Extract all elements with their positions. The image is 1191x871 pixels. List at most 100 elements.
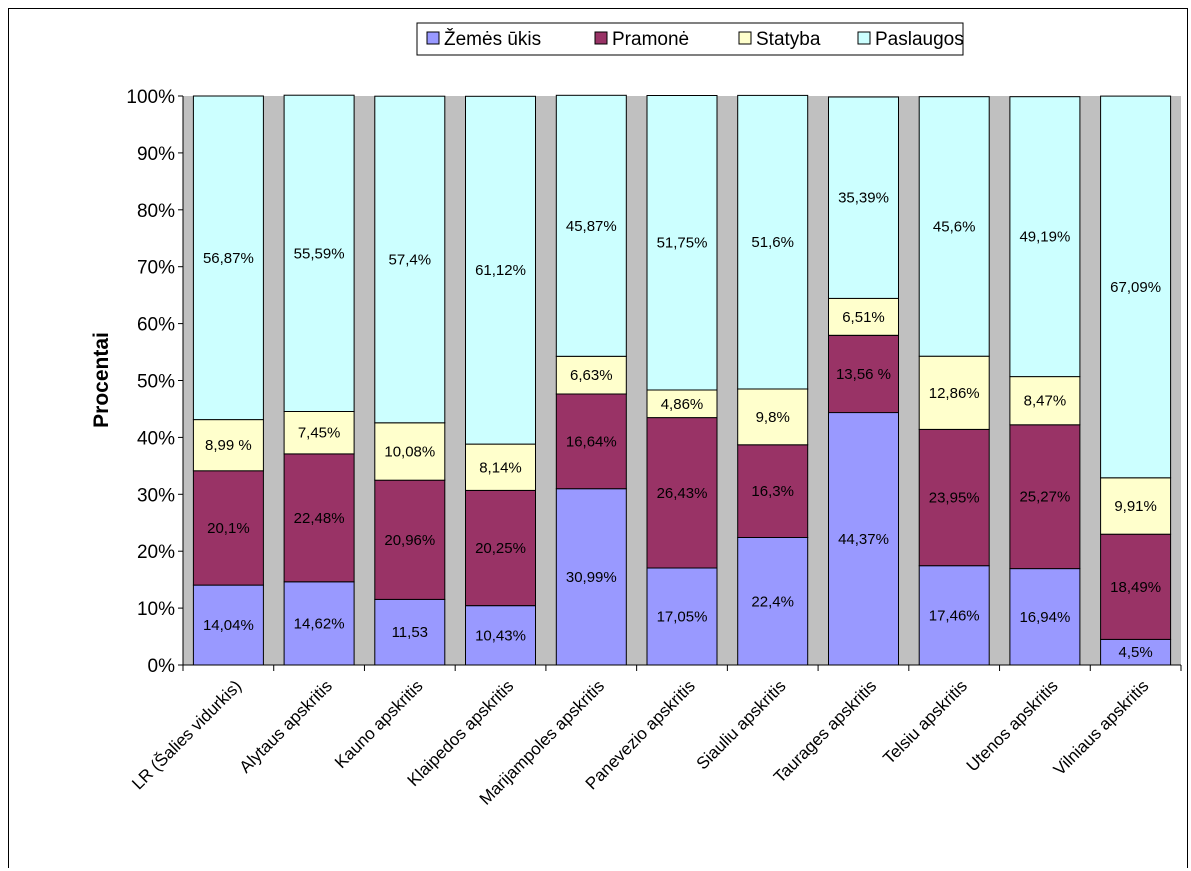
bar-segment	[555, 488, 627, 666]
category-label: Alytaus apskritis	[236, 676, 336, 776]
bar-segment	[374, 479, 446, 600]
bar-segment	[1100, 533, 1172, 640]
legend-label: Paslaugos	[875, 29, 964, 50]
bar-segment	[465, 489, 536, 607]
data-label: 6,51%	[842, 309, 885, 326]
data-label: 51,75%	[657, 235, 708, 252]
bar-segment	[1100, 638, 1172, 666]
bar-segment	[737, 537, 809, 666]
bar-segment	[283, 411, 355, 455]
data-label: 4,86%	[661, 396, 704, 413]
bar-segment	[1100, 477, 1172, 535]
legend: Žemės ūkis Pramonė Statyba Paslaugos	[416, 22, 964, 56]
category-label: Taurages apskritis	[770, 676, 880, 786]
bar-segment	[646, 567, 718, 666]
y-tick-label: 100%	[126, 87, 175, 108]
data-label: 12,86%	[929, 385, 980, 402]
data-label: 45,87%	[566, 218, 617, 235]
data-label: 18,49%	[1110, 579, 1161, 596]
data-label: 8,14%	[479, 459, 522, 476]
data-label: 9,8%	[756, 409, 790, 426]
data-label: 4,5%	[1118, 644, 1152, 661]
bar-segment	[646, 389, 718, 419]
data-label: 26,43%	[657, 485, 708, 502]
legend-swatch	[594, 31, 608, 45]
data-label: 61,12%	[475, 262, 526, 279]
y-axis-title: Procentai	[90, 332, 113, 428]
bar-segment	[465, 95, 536, 445]
bar-segment	[1009, 96, 1081, 378]
bar-segment	[192, 95, 264, 421]
data-label: 9,91%	[1114, 498, 1157, 515]
data-label: 30,99%	[566, 569, 617, 586]
data-label: 56,87%	[203, 250, 254, 267]
data-label: 57,4%	[389, 252, 432, 269]
x-axis: LR (Šalies vidurkis)Alytaus apskritisKau…	[128, 664, 1182, 809]
data-label: 16,3%	[751, 483, 794, 500]
data-label: 11,53	[392, 624, 428, 641]
bar-segment	[1009, 424, 1081, 570]
stacked-percent-bar-chart: Žemės ūkis Pramonė Statyba Paslaugos 14,04%…	[90, 22, 1182, 809]
y-tick-label: 80%	[137, 201, 175, 222]
data-label: 8,99 %	[205, 437, 252, 454]
bar-segment	[374, 95, 446, 424]
y-tick-label: 10%	[137, 599, 175, 620]
y-tick-label: 60%	[137, 315, 175, 336]
data-label: 17,05%	[657, 609, 708, 626]
category-label: Vilniaus apskritis	[1050, 676, 1153, 779]
data-label: 44,37%	[838, 531, 889, 548]
bar-segment	[192, 419, 264, 472]
category-label: Kauno apskritis	[331, 676, 427, 772]
category-label: Utenos apskritis	[963, 676, 1062, 775]
bar-segment	[465, 605, 536, 666]
data-label: 14,04%	[203, 617, 254, 634]
bar-segment	[646, 417, 718, 569]
bar-segment	[283, 94, 355, 412]
y-tick-label: 20%	[137, 542, 175, 563]
category-label: Telsiu apskritis	[879, 676, 971, 768]
legend-box	[416, 22, 964, 56]
bar-segment	[828, 297, 899, 336]
y-tick-label: 0%	[148, 656, 176, 677]
data-label: 20,25%	[475, 540, 526, 557]
data-label: 20,96%	[384, 532, 435, 549]
data-label: 49,19%	[1019, 229, 1070, 246]
legend-label: Statyba	[756, 29, 821, 50]
data-label: 8,47%	[1024, 393, 1067, 410]
data-label: 22,48%	[294, 510, 345, 527]
data-label: 45,6%	[933, 219, 976, 236]
bar-segment	[374, 422, 446, 481]
bar-segment	[737, 388, 809, 446]
data-label: 51,6%	[751, 234, 794, 251]
bars: 14,04% 20,1% 8,99 % 56,87% 14,62% 22,48% 7,45%…	[192, 94, 1172, 666]
legend-swatch	[857, 31, 871, 45]
data-label: 20,1%	[207, 520, 250, 537]
data-label: 67,09%	[1110, 279, 1161, 296]
data-label: 25,27%	[1019, 489, 1070, 506]
data-label: 17,46%	[929, 607, 980, 624]
bar-segment	[555, 94, 627, 357]
y-tick-label: 40%	[137, 428, 175, 449]
data-label: 22,4%	[751, 593, 794, 610]
data-label: 23,95%	[929, 490, 980, 507]
legend-swatch	[426, 31, 440, 45]
legend-label: Pramonė	[612, 29, 689, 50]
bar-segment	[646, 95, 718, 391]
bar-segment	[192, 470, 264, 586]
y-axis: 0% 10% 20% 30% 40% 50% 60% 70% 80% 90% 100%	[126, 87, 184, 677]
bar-segment	[918, 96, 990, 357]
bar-segment	[918, 428, 990, 567]
y-tick-label: 30%	[137, 485, 175, 506]
bar-segment	[1100, 95, 1172, 479]
data-label: 10,43%	[475, 627, 526, 644]
bar-segment	[465, 443, 536, 491]
y-tick-label: 70%	[137, 258, 175, 279]
data-label: 7,45%	[298, 425, 341, 442]
legend-swatch	[738, 31, 752, 45]
bar-segment	[283, 453, 355, 583]
y-tick-label: 90%	[137, 144, 175, 165]
category-label: Siauliu apskritis	[693, 676, 790, 773]
bar-segment	[828, 334, 899, 414]
category-label: LR (Šalies vidurkis)	[128, 676, 245, 793]
data-label: 35,39%	[838, 190, 889, 207]
